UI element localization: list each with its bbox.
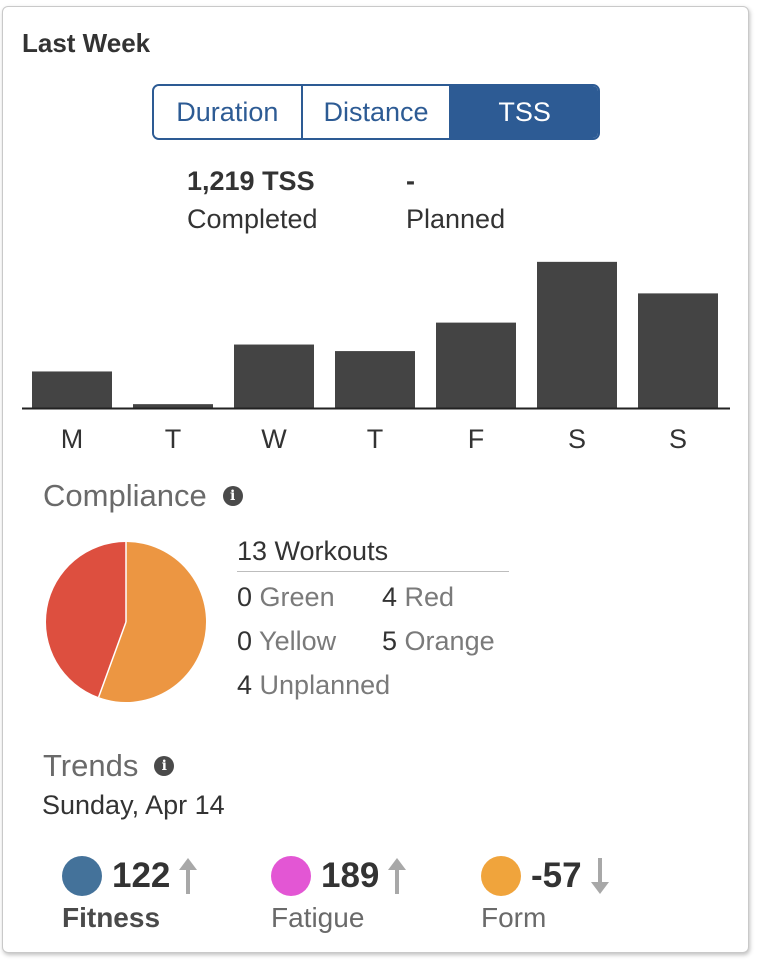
pie-separator (97, 621, 127, 698)
last-week-card (2, 6, 749, 953)
planned-value: - (406, 166, 415, 196)
bar-0 (32, 371, 112, 408)
workouts-count: 13 Workouts (237, 536, 509, 572)
planned-total: - Planned (406, 162, 505, 238)
stats-row: 0 Yellow 5 Orange (237, 626, 509, 660)
form-label: Form (481, 902, 547, 933)
fatigue-metric[interactable]: 189 Fatigue (271, 852, 407, 934)
orange-label: Orange (404, 626, 495, 656)
yellow-count: 0 (237, 626, 253, 656)
compliance-pie-chart (45, 542, 206, 702)
planned-label: Planned (406, 204, 506, 234)
green-count: 0 (237, 582, 253, 612)
form-value: -57 (531, 856, 582, 895)
bar-3 (335, 351, 415, 408)
yellow-label: Yellow (259, 626, 337, 656)
form-metric[interactable]: -57 Form (481, 852, 610, 934)
day-label: F (468, 424, 485, 454)
form-dot (481, 856, 521, 896)
unplanned-stat: 4 Unplanned (237, 670, 390, 701)
red-stat: 4 Red (382, 582, 454, 613)
fitness-value: 122 (112, 856, 171, 895)
fatigue-dot (271, 856, 311, 896)
fatigue-value: 189 (321, 856, 380, 895)
trends-title: Trends (43, 748, 139, 783)
toggle-duration[interactable]: Duration (154, 86, 301, 138)
completed-total: 1,219 TSS Completed (187, 162, 318, 238)
fitness-metric[interactable]: 122 Fitness (62, 852, 198, 934)
red-count: 4 (382, 582, 398, 612)
stats-row: 0 Green 4 Red (237, 582, 509, 616)
pie-slice-red (45, 542, 126, 698)
toggle-distance[interactable]: Distance (300, 86, 450, 138)
unplanned-label: Unplanned (259, 670, 391, 700)
bar-1 (133, 404, 213, 408)
orange-stat: 5 Orange (382, 626, 495, 657)
completed-value: 1,219 TSS (187, 166, 315, 196)
fitness-label: Fitness (62, 902, 161, 933)
red-label: Red (404, 582, 455, 612)
compliance-heading: Compliance i (43, 478, 243, 514)
bar-6 (638, 293, 718, 408)
stats-row: 4 Unplanned (237, 670, 509, 704)
bar-5 (537, 261, 617, 408)
bar-4 (436, 322, 516, 408)
completed-label: Completed (187, 204, 318, 234)
pie-slice-orange (98, 542, 206, 702)
day-label: S (568, 424, 586, 454)
yellow-stat: 0 Yellow (237, 626, 336, 657)
day-label: W (261, 424, 287, 454)
fitness-dot (62, 856, 102, 896)
info-icon[interactable]: i (222, 486, 243, 506)
trends-date: Sunday, Apr 14 (42, 790, 225, 820)
compliance-title: Compliance (43, 478, 207, 513)
day-label: T (367, 424, 384, 454)
day-label: S (669, 424, 687, 454)
info-icon[interactable]: i (154, 756, 175, 776)
toggle-tss[interactable]: TSS (449, 86, 598, 138)
green-stat: 0 Green (237, 582, 335, 613)
arrow-up-icon (388, 858, 407, 894)
compliance-stats: 13 Workouts 0 Green 4 Red 0 Yellow 5 Ora… (237, 536, 509, 704)
arrow-down-icon (590, 858, 609, 894)
trends-heading: Trends i (43, 748, 175, 784)
arrow-up-icon (179, 858, 198, 894)
orange-count: 5 (382, 626, 398, 656)
day-label: T (165, 424, 182, 454)
card-title: Last Week (22, 28, 151, 58)
day-label: M (61, 424, 84, 454)
fatigue-label: Fatigue (271, 902, 365, 933)
bar-2 (234, 344, 314, 408)
unplanned-count: 4 (237, 670, 253, 700)
metric-toggle: Duration Distance TSS (152, 84, 600, 140)
green-label: Green (259, 582, 335, 612)
